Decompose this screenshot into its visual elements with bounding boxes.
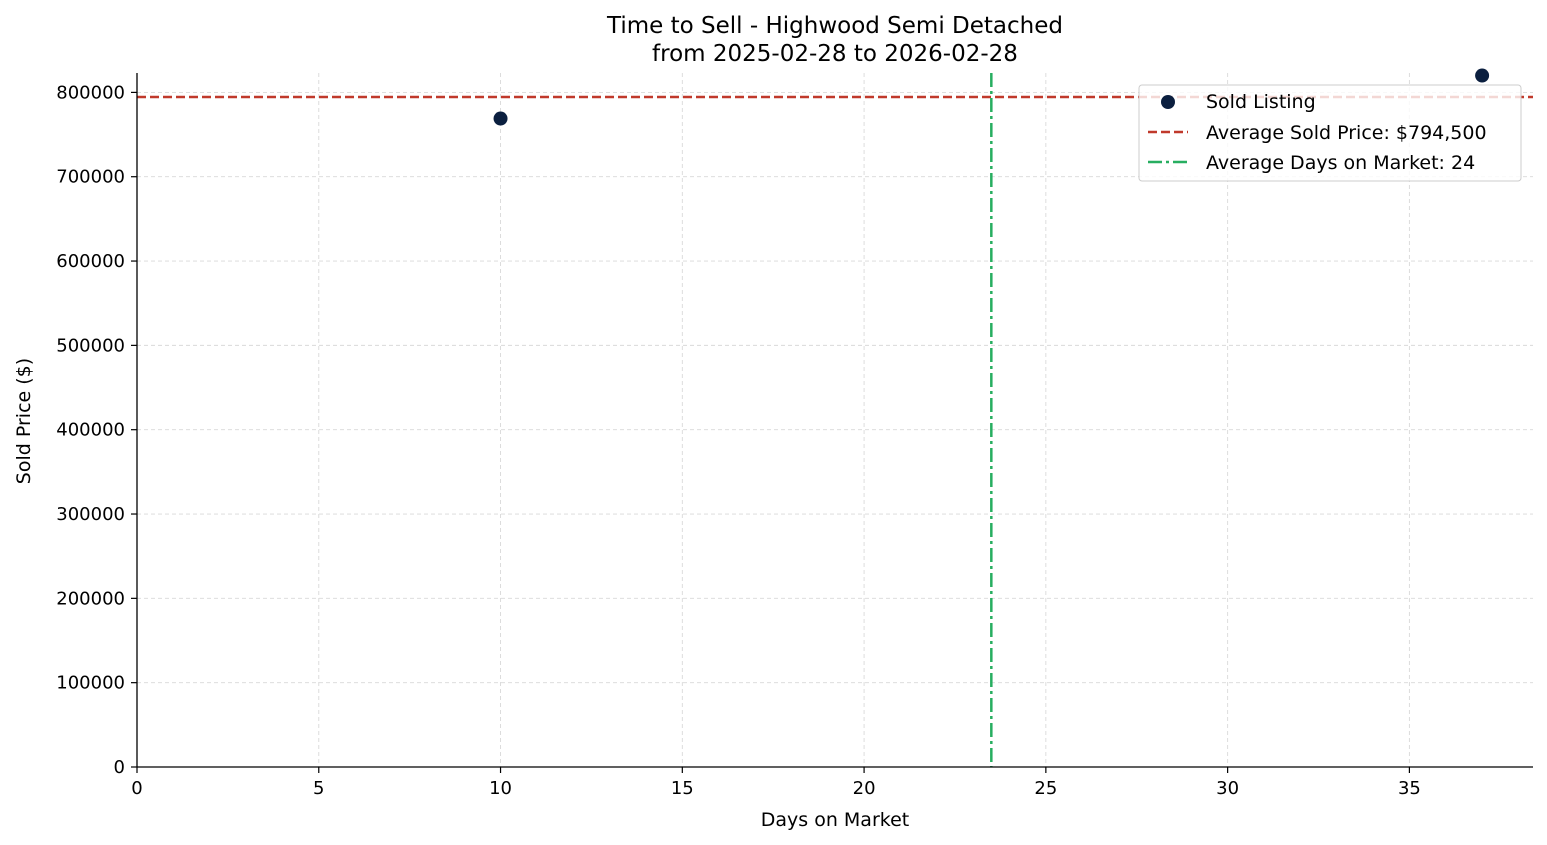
x-tick-label: 0 bbox=[131, 778, 142, 799]
y-tick-label: 300000 bbox=[56, 504, 125, 525]
x-tick-label: 10 bbox=[489, 778, 512, 799]
y-tick-label: 400000 bbox=[56, 420, 125, 441]
x-tick-label: 5 bbox=[313, 778, 324, 799]
y-tick-label: 800000 bbox=[56, 82, 125, 103]
x-tick-label: 25 bbox=[1034, 778, 1057, 799]
x-axis-label: Days on Market bbox=[761, 809, 909, 831]
legend-label-sold-listing: Sold Listing bbox=[1206, 91, 1316, 113]
legend: Sold Listing Average Sold Price: $794,50… bbox=[1138, 84, 1522, 182]
sold-listing-point bbox=[493, 111, 508, 126]
y-axis-label: Sold Price ($) bbox=[13, 358, 35, 484]
sold-listing-point bbox=[1475, 68, 1490, 83]
data-points bbox=[493, 68, 1490, 126]
chart-title: Time to Sell - Highwood Semi Detached bbox=[606, 13, 1063, 39]
legend-label-average-price: Average Sold Price: $794,500 bbox=[1206, 122, 1487, 144]
legend-marker-sold-listing bbox=[1161, 95, 1175, 109]
axes bbox=[136, 73, 1533, 768]
x-tick-label: 35 bbox=[1398, 778, 1421, 799]
y-ticks: 0 100000 200000 300000 400000 500000 600000 700… bbox=[56, 82, 137, 778]
legend-box bbox=[1138, 84, 1522, 182]
y-tick-label: 500000 bbox=[56, 335, 125, 356]
y-tick-label: 600000 bbox=[56, 251, 125, 272]
y-tick-label: 200000 bbox=[56, 588, 125, 609]
y-tick-label: 100000 bbox=[56, 673, 125, 694]
x-ticks: 0 5 10 15 20 25 30 35 bbox=[131, 767, 1421, 799]
x-tick-label: 15 bbox=[671, 778, 694, 799]
chart-subtitle: from 2025-02-28 to 2026-02-28 bbox=[652, 41, 1018, 67]
legend-label-average-days: Average Days on Market: 24 bbox=[1206, 152, 1475, 174]
x-tick-label: 20 bbox=[853, 778, 876, 799]
x-tick-label: 30 bbox=[1216, 778, 1239, 799]
y-tick-label: 700000 bbox=[56, 167, 125, 188]
y-tick-label: 0 bbox=[114, 757, 125, 778]
